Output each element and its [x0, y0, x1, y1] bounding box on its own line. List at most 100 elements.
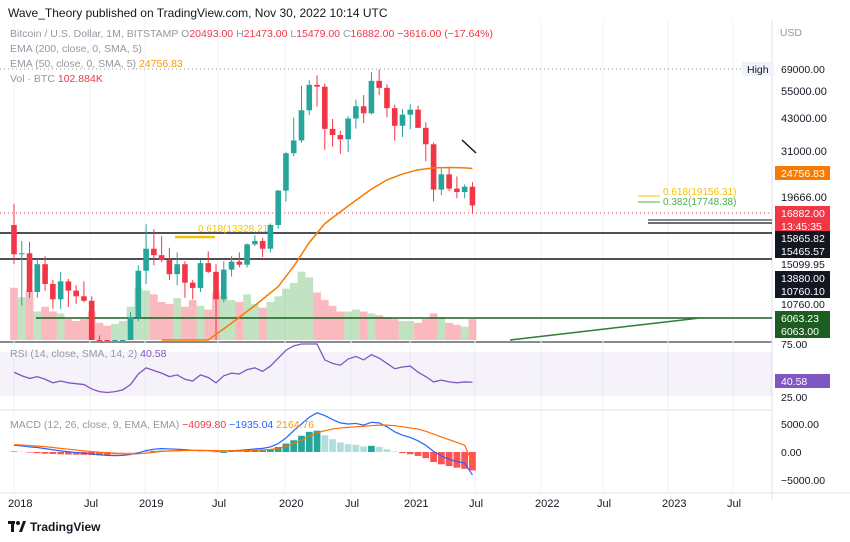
- volume-bar: [111, 323, 119, 340]
- rsi-value-tag-bg: [775, 374, 830, 388]
- rsi-axis-75: 75.00: [781, 339, 807, 351]
- candle-up: [143, 248, 149, 271]
- macd-label: MACD (12, 26, close, 9, EMA, EMA): [10, 419, 180, 431]
- candle-up: [461, 186, 468, 193]
- candle-up: [174, 264, 180, 275]
- candle-down: [454, 188, 460, 193]
- rsi-axis-25: 25.00: [781, 392, 807, 404]
- candle-up: [244, 244, 250, 265]
- macd-histogram-bar: [469, 452, 476, 471]
- fib-label-382: 0.382(17748.38): [663, 197, 736, 208]
- price-tag-bg: [775, 206, 830, 220]
- candle-down: [423, 127, 429, 145]
- time-axis-label: Jul: [597, 498, 611, 510]
- volume-bar: [181, 306, 189, 340]
- candle-down: [151, 248, 157, 256]
- volume-bar: [429, 313, 438, 340]
- candle-up: [267, 224, 274, 249]
- candle-down: [469, 186, 476, 206]
- candle-up: [353, 106, 359, 119]
- macd-histogram-bar: [453, 452, 461, 468]
- candle-down: [158, 255, 165, 261]
- macd-histogram-bar: [391, 451, 399, 452]
- volume-bar: [336, 311, 345, 340]
- time-axis-label: Jul: [727, 498, 741, 510]
- macd-histogram-bar: [383, 449, 391, 452]
- ema200-row[interactable]: EMA (200, close, 0, SMA, 5): [10, 42, 493, 57]
- brand-text: TradingView: [30, 520, 101, 534]
- close-value: 16882.00: [350, 28, 395, 40]
- macd-histogram-bar: [173, 451, 181, 452]
- price-axis-tick: 31000.00: [781, 146, 827, 158]
- volume-bar: [243, 294, 251, 340]
- candle-up: [135, 270, 142, 318]
- volume-bar: [258, 307, 267, 340]
- candle-up: [298, 110, 305, 141]
- macd-histogram-bar: [10, 451, 18, 452]
- symbol-name[interactable]: Bitcoin / U.S. Dollar, 1M, BITSTAMP: [10, 28, 179, 40]
- candle-up: [438, 174, 445, 190]
- open-value: 20493.00: [189, 28, 234, 40]
- candle-up: [290, 140, 297, 154]
- price-tag-value: 6063.23: [781, 313, 819, 325]
- candle-down: [259, 240, 266, 249]
- time-axis-label: 2021: [404, 498, 428, 510]
- macd-histogram-bar: [65, 452, 72, 455]
- time-axis-label: 2019: [139, 498, 163, 510]
- volume-bar: [165, 303, 174, 340]
- candle-down: [205, 263, 212, 272]
- volume-bar: [188, 300, 197, 340]
- macd-line-value: −1935.04: [229, 419, 274, 431]
- macd-histogram-bar: [352, 444, 360, 452]
- macd-histogram-bar: [267, 449, 274, 452]
- macd-histogram-bar: [430, 452, 437, 463]
- rsi-legend[interactable]: RSI (14, close, SMA, 14, 2) 40.58: [10, 348, 166, 360]
- open-label: O: [181, 28, 190, 40]
- macd-histogram-bar: [26, 452, 33, 453]
- volume-bar: [344, 311, 352, 340]
- candle-down: [314, 84, 320, 87]
- volume-bar: [10, 287, 18, 340]
- price-tag-value: 10760.00: [781, 299, 825, 311]
- macd-histogram-bar: [422, 452, 430, 459]
- candle-up: [283, 153, 289, 191]
- price-tag-bg: [775, 311, 830, 325]
- change-value: −3616.00 (−17.64%): [397, 28, 493, 40]
- candle-down: [42, 264, 48, 284]
- volume-bar: [204, 309, 213, 340]
- volume-bar: [359, 311, 368, 340]
- macd-histogram-bar: [33, 452, 41, 454]
- volume-bar: [289, 283, 298, 340]
- volume-row[interactable]: Vol · BTC 102.884K: [10, 72, 493, 87]
- symbol-row: Bitcoin / U.S. Dollar, 1M, BITSTAMP O204…: [10, 27, 493, 42]
- price-tag-bg: [775, 166, 830, 180]
- candle-down: [415, 109, 421, 128]
- macd-histogram-bar: [57, 452, 65, 455]
- time-axis-label: Jul: [84, 498, 98, 510]
- price-tag-bg: [775, 324, 830, 338]
- macd-histogram-bar: [399, 452, 406, 454]
- rsi-value-tag: 40.58: [781, 376, 807, 388]
- candle-up: [34, 264, 41, 293]
- ema50-label: EMA (50, close, 0, SMA, 5): [10, 58, 137, 70]
- close-label: C: [342, 28, 351, 40]
- volume-bar: [414, 322, 422, 340]
- volume-bar: [118, 321, 127, 340]
- volume-bar: [48, 311, 57, 340]
- macd-legend[interactable]: MACD (12, 26, close, 9, EMA, EMA) −4099.…: [10, 419, 314, 431]
- low-label: L: [290, 28, 297, 40]
- price-axis-tick: 19666.00: [781, 192, 827, 204]
- macd-histogram-bar: [96, 452, 103, 456]
- price-tag-value: 16882.00: [781, 208, 825, 220]
- tradingview-brand[interactable]: TradingView: [8, 520, 100, 534]
- volume-bar: [383, 317, 391, 340]
- volume-bar: [56, 313, 65, 340]
- ema50-row[interactable]: EMA (50, close, 0, SMA, 5) 24756.83: [10, 57, 493, 72]
- time-axis-label: Jul: [212, 498, 226, 510]
- volume-bar: [80, 319, 88, 340]
- volume-bar: [297, 271, 306, 340]
- volume-bar: [367, 313, 376, 340]
- candle-up: [57, 281, 64, 300]
- volume-bar: [468, 319, 477, 340]
